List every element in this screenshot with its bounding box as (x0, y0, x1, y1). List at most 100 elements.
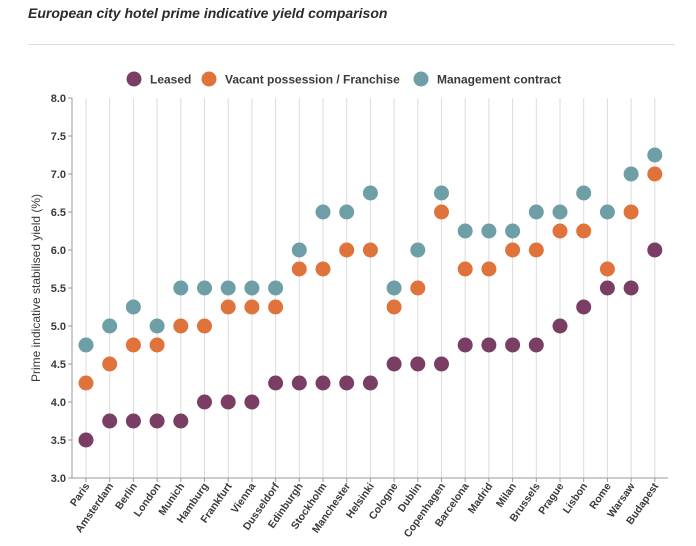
point-management-contract-warsaw (623, 166, 639, 182)
point-vacant-possession-franchise-munich (173, 318, 189, 334)
point-management-contract-brussels (528, 204, 544, 220)
legend-label-management-contract: Management contract (437, 73, 561, 87)
point-management-contract-helsinki (362, 185, 378, 201)
point-management-contract-london (149, 318, 165, 334)
point-management-contract-paris (78, 337, 94, 353)
category-label-prague: Prague (536, 481, 566, 517)
point-management-contract-hamburg (197, 280, 212, 296)
point-management-contract-prague (552, 204, 568, 220)
legend-marker-leased (126, 71, 142, 87)
point-vacant-possession-franchise-madrid (481, 261, 497, 277)
point-management-contract-berlin (125, 299, 141, 315)
y-tick-label: 7.5 (51, 131, 66, 143)
point-leased-hamburg (197, 394, 212, 410)
point-management-contract-edinburgh (291, 242, 307, 258)
point-vacant-possession-franchise-rome (599, 261, 615, 277)
y-tick-label: 7.0 (51, 169, 66, 181)
y-tick-label: 3.5 (51, 435, 66, 447)
point-vacant-possession-franchise-frankfurt (220, 299, 236, 315)
point-management-contract-madrid (481, 223, 497, 239)
point-leased-copenhagen (434, 356, 449, 372)
legend-label-leased: Leased (150, 73, 191, 87)
point-vacant-possession-franchise-vienna (244, 299, 260, 315)
point-management-contract-frankfurt (220, 280, 236, 296)
grid-lines (85, 98, 656, 478)
data-points (78, 147, 663, 448)
y-tick-label: 6.0 (51, 245, 66, 257)
point-management-contract-milan (505, 223, 521, 239)
point-vacant-possession-franchise-manchester (339, 242, 355, 258)
point-leased-edinburgh (291, 375, 307, 391)
point-leased-london (149, 413, 165, 429)
point-management-contract-copenhagen (434, 185, 449, 201)
point-leased-brussels (528, 337, 544, 353)
point-leased-paris (78, 432, 94, 448)
point-leased-dusseldorf (268, 375, 284, 391)
legend-marker-vacant-possession-franchise (201, 71, 217, 87)
y-tick-label: 6.5 (51, 207, 66, 219)
point-management-contract-stockholm (315, 204, 331, 220)
point-leased-manchester (339, 375, 355, 391)
chart-title: European city hotel prime indicative yie… (28, 5, 388, 21)
point-leased-munich (173, 413, 189, 429)
point-vacant-possession-franchise-barcelona (457, 261, 473, 277)
y-axis-title: Prime indicative stabilised yield (%) (29, 194, 43, 382)
point-vacant-possession-franchise-berlin (125, 337, 141, 353)
point-leased-frankfurt (220, 394, 236, 410)
point-vacant-possession-franchise-helsinki (362, 242, 378, 258)
point-vacant-possession-franchise-hamburg (197, 318, 212, 334)
axes (68, 97, 668, 482)
point-management-contract-vienna (244, 280, 260, 296)
point-vacant-possession-franchise-edinburgh (291, 261, 307, 277)
category-label-madrid: Madrid (466, 481, 496, 516)
point-leased-helsinki (362, 375, 378, 391)
point-leased-milan (505, 337, 521, 353)
point-vacant-possession-franchise-cologne (386, 299, 402, 315)
point-management-contract-amsterdam (102, 318, 118, 334)
point-leased-budapest (647, 242, 663, 258)
point-vacant-possession-franchise-stockholm (315, 261, 331, 277)
point-vacant-possession-franchise-warsaw (623, 204, 639, 220)
point-leased-rome (599, 280, 615, 296)
point-leased-lisbon (576, 299, 592, 315)
y-tick-label: 3.0 (51, 473, 66, 485)
y-tick-label: 4.0 (51, 397, 66, 409)
legend-label-vacant-possession-franchise: Vacant possession / Franchise (225, 73, 400, 87)
point-management-contract-budapest (647, 147, 663, 163)
point-leased-dublin (410, 356, 426, 372)
legend: Leased Vacant possession / Franchise Manag… (126, 71, 561, 87)
point-leased-amsterdam (102, 413, 118, 429)
point-vacant-possession-franchise-milan (505, 242, 521, 258)
point-management-contract-munich (173, 280, 189, 296)
point-management-contract-rome (599, 204, 615, 220)
point-leased-warsaw (623, 280, 639, 296)
point-vacant-possession-franchise-brussels (528, 242, 544, 258)
point-management-contract-lisbon (576, 185, 592, 201)
point-vacant-possession-franchise-prague (552, 223, 568, 239)
legend-marker-management-contract (413, 71, 429, 87)
category-label-lisbon: Lisbon (561, 481, 591, 516)
point-leased-barcelona (457, 337, 473, 353)
point-vacant-possession-franchise-dublin (410, 280, 426, 296)
point-vacant-possession-franchise-london (149, 337, 165, 353)
point-vacant-possession-franchise-budapest (647, 166, 663, 182)
point-management-contract-dublin (410, 242, 426, 258)
point-leased-madrid (481, 337, 497, 353)
title-divider (28, 44, 675, 45)
point-vacant-possession-franchise-copenhagen (434, 204, 449, 220)
point-vacant-possession-franchise-amsterdam (102, 356, 118, 372)
point-vacant-possession-franchise-paris (78, 375, 94, 391)
point-leased-stockholm (315, 375, 331, 391)
point-vacant-possession-franchise-lisbon (576, 223, 592, 239)
point-management-contract-dusseldorf (268, 280, 284, 296)
point-leased-berlin (125, 413, 141, 429)
point-vacant-possession-franchise-dusseldorf (268, 299, 284, 315)
y-tick-label: 4.5 (51, 359, 66, 371)
point-management-contract-barcelona (457, 223, 473, 239)
point-management-contract-cologne (386, 280, 402, 296)
y-tick-label: 5.5 (51, 283, 66, 295)
y-tick-label: 8.0 (51, 93, 66, 105)
y-tick-label: 5.0 (51, 321, 66, 333)
point-leased-cologne (386, 356, 402, 372)
